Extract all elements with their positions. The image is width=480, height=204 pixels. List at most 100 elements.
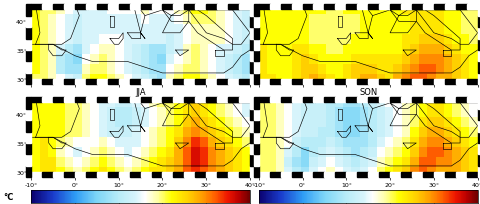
Bar — [250, 132, 255, 143]
Bar — [195, 5, 206, 10]
Bar — [478, 62, 480, 74]
Bar — [228, 80, 239, 85]
Bar — [206, 172, 217, 177]
Bar — [228, 5, 239, 10]
Bar — [53, 98, 64, 103]
Bar — [26, 51, 31, 62]
Bar — [26, 155, 31, 166]
Bar — [423, 80, 434, 85]
Bar — [412, 98, 423, 103]
Bar — [152, 5, 163, 10]
Bar — [254, 143, 259, 155]
Bar — [97, 172, 108, 177]
Bar — [401, 98, 412, 103]
Bar — [31, 172, 42, 177]
Bar — [467, 172, 478, 177]
Bar — [313, 172, 324, 177]
Bar — [64, 98, 75, 103]
Bar — [401, 172, 412, 177]
Bar — [130, 172, 141, 177]
Bar — [250, 62, 255, 74]
Bar — [26, 17, 31, 28]
Bar — [401, 80, 412, 85]
Bar — [75, 172, 86, 177]
Bar — [26, 74, 31, 85]
Bar — [97, 5, 108, 10]
Bar — [152, 80, 163, 85]
Bar — [254, 132, 259, 143]
Bar — [152, 172, 163, 177]
Bar — [401, 5, 412, 10]
Bar — [336, 98, 346, 103]
Bar — [31, 5, 42, 10]
Bar — [423, 172, 434, 177]
Bar — [130, 98, 141, 103]
Bar — [379, 5, 390, 10]
Bar — [141, 5, 152, 10]
Bar — [357, 5, 368, 10]
Bar — [53, 172, 64, 177]
Bar — [445, 98, 456, 103]
Bar — [195, 80, 206, 85]
Bar — [478, 28, 480, 39]
Bar — [478, 166, 480, 177]
Bar — [75, 5, 86, 10]
Bar — [26, 39, 31, 51]
Bar — [254, 121, 259, 132]
Bar — [313, 80, 324, 85]
Bar — [281, 5, 291, 10]
Bar — [254, 98, 259, 109]
Bar — [478, 109, 480, 121]
Bar — [456, 172, 467, 177]
Bar — [434, 98, 445, 103]
Bar — [445, 5, 456, 10]
Bar — [336, 172, 346, 177]
Bar — [141, 80, 152, 85]
Bar — [239, 98, 250, 103]
Bar — [239, 172, 250, 177]
Bar — [97, 98, 108, 103]
Bar — [281, 98, 291, 103]
Title: JJA: JJA — [135, 88, 146, 97]
Bar — [206, 5, 217, 10]
Bar — [302, 80, 313, 85]
Bar — [390, 172, 401, 177]
Bar — [254, 62, 259, 74]
Bar — [423, 98, 434, 103]
Bar — [217, 172, 228, 177]
Bar — [173, 80, 184, 85]
Bar — [119, 172, 130, 177]
Bar — [254, 166, 259, 177]
Bar — [434, 172, 445, 177]
Bar — [26, 62, 31, 74]
Bar — [254, 5, 259, 17]
Bar — [26, 98, 31, 109]
Bar — [53, 80, 64, 85]
Bar — [379, 80, 390, 85]
Bar — [313, 5, 324, 10]
Bar — [141, 172, 152, 177]
Bar — [467, 5, 478, 10]
Bar — [368, 5, 379, 10]
Bar — [42, 172, 53, 177]
Bar — [163, 5, 173, 10]
Bar — [302, 98, 313, 103]
Bar — [270, 172, 281, 177]
Bar — [270, 80, 281, 85]
Bar — [346, 5, 357, 10]
Bar — [42, 5, 53, 10]
Bar — [390, 80, 401, 85]
Bar — [42, 80, 53, 85]
Bar — [302, 172, 313, 177]
Bar — [64, 172, 75, 177]
Bar — [478, 39, 480, 51]
Bar — [163, 172, 173, 177]
Bar — [184, 172, 195, 177]
Bar — [379, 172, 390, 177]
Bar — [368, 80, 379, 85]
Bar — [250, 74, 255, 85]
Bar — [195, 172, 206, 177]
Bar — [217, 98, 228, 103]
Bar — [250, 98, 255, 109]
Bar — [478, 51, 480, 62]
